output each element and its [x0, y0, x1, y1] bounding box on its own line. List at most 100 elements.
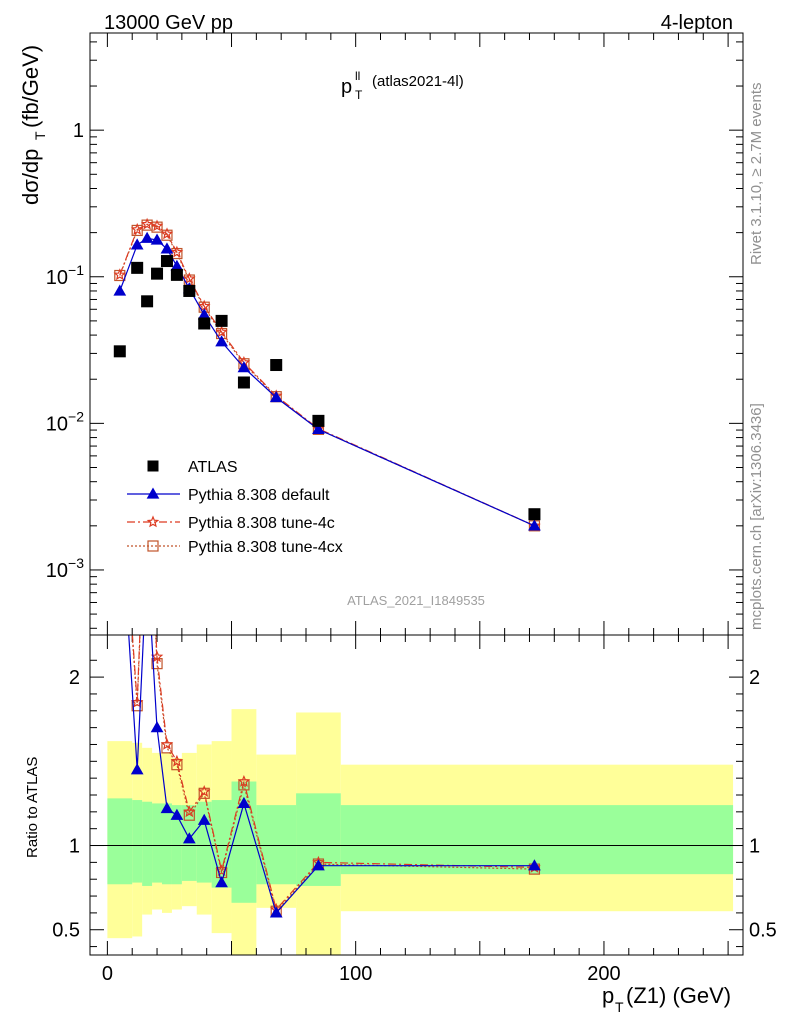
ratio-series-point: [215, 876, 228, 888]
legend-marker: [146, 487, 160, 499]
legend-marker: [147, 460, 159, 472]
ratio-series-point: [237, 796, 251, 809]
legend-label: ATLAS: [188, 459, 238, 476]
main-series-layer: [113, 217, 541, 532]
ratio-series-point: [150, 721, 164, 733]
main-y-tick-label: 10−1: [46, 262, 84, 289]
green-band-bin: [296, 793, 341, 886]
green-band-bin: [152, 803, 163, 883]
x-axis-label-main: p: [602, 983, 614, 1008]
mcplots-credit-text: mcplots.cern.ch [arXiv:1306.3436]: [748, 403, 765, 630]
atlas-data-point: [183, 284, 196, 297]
main-series-point: [237, 361, 251, 373]
atlas-data-point: [141, 295, 154, 308]
y-axis-label-ratio: Ratio to ATLAS: [24, 757, 41, 858]
y-axis-label-main-text: dσ/dp: [18, 149, 43, 205]
ratio-series-point: [160, 801, 174, 814]
ratio-y-tick-label: 0.5: [52, 920, 80, 942]
green-band-bin: [340, 805, 734, 875]
atlas-data-point: [160, 255, 173, 268]
ratio-series-point: [114, 486, 125, 496]
atlas-data-point: [151, 267, 164, 280]
ratio-series-point: [312, 859, 325, 871]
y-axis-label-main-sub: T: [32, 131, 48, 140]
atlas-data-point: [170, 268, 183, 281]
x-axis-label-sub: T: [615, 999, 624, 1015]
main-series-clip-group: [113, 217, 541, 532]
ratio-series-point: [528, 859, 541, 871]
x-axis-label-rest: (Z1) (GeV): [626, 983, 731, 1008]
ratio-series-point: [269, 906, 283, 918]
green-band-bin: [107, 798, 133, 885]
header-right: 4-lepton: [661, 12, 733, 34]
atlas-data-point: [198, 317, 211, 330]
legend-label: Pythia 8.308 tune-4cx: [188, 539, 343, 556]
plot-title-paren: (atlas2021-4l): [372, 73, 464, 90]
ratio-series-point: [183, 809, 195, 821]
main-series-line: [119, 237, 535, 527]
main-series-point: [183, 272, 196, 284]
main-series-point: [269, 391, 283, 403]
plot-title-sub: T: [355, 88, 363, 102]
main-series-point: [160, 227, 174, 240]
green-band-bin: [256, 805, 297, 885]
ratio-series-point: [198, 785, 211, 797]
ratio-y-tick-label: 1: [69, 836, 80, 858]
x-tick-label: 200: [587, 963, 620, 985]
ratio-y-tick-label: 2: [69, 667, 80, 689]
ratio-y-tick-label-right: 1: [749, 836, 760, 858]
main-series-point: [140, 217, 154, 230]
main-series-point: [150, 233, 164, 245]
ratio-series-point: [237, 774, 251, 787]
ratio-series-point: [130, 763, 144, 775]
atlas-data-point: [237, 376, 250, 389]
ratio-panel-frame: [89, 634, 744, 956]
ratio-series-point: [182, 832, 196, 844]
main-series-point: [130, 238, 144, 250]
main-y-tick-label: 10−2: [46, 408, 84, 435]
y-axis-label-main-unit: (fb/GeV): [18, 45, 43, 128]
ratio-panel: 0.5 0.5 1 1 2 2 0 100 200: [52, 453, 777, 985]
ratio-series-point: [150, 650, 164, 663]
main-panel: 10−3 10−2 10−1 1: [46, 32, 744, 636]
ratio-series-point: [115, 457, 125, 467]
ratio-series-layer: [114, 453, 541, 918]
ratio-y-tick-label-right: 0.5: [749, 920, 777, 942]
green-band-bin: [162, 803, 172, 885]
ratio-series-point: [170, 808, 184, 820]
x-axis-label: p T (Z1) (GeV): [602, 983, 731, 1015]
ratio-series-point: [115, 453, 125, 462]
main-series-point: [215, 335, 228, 347]
green-band-bin: [142, 801, 153, 886]
atlas-data-point: [312, 414, 325, 427]
main-series-point: [160, 242, 174, 254]
ratio-series-point: [142, 554, 153, 564]
legend-label: Pythia 8.308 default: [188, 487, 330, 504]
ratio-series-point: [171, 759, 183, 771]
ratio-y-tick-label-right: 2: [749, 667, 760, 689]
main-axis-ticks: 10−3 10−2 10−1 1: [46, 33, 743, 635]
ratio-series-point: [160, 737, 174, 750]
main-series-line: [119, 224, 535, 527]
ratio-series-point: [183, 805, 196, 818]
x-tick-label: 100: [339, 963, 372, 985]
ratio-uncertainty-bands: [90, 709, 743, 955]
main-series-point: [150, 219, 164, 232]
ratio-axis-ticks: 0.5 0.5 1 1 2 2 0 100 200: [52, 635, 777, 985]
atlas-data-point: [215, 314, 228, 327]
header-left: 13000 GeV pp: [104, 12, 233, 34]
x-tick-label: 0: [102, 963, 113, 985]
main-y-tick-label: 1: [73, 120, 84, 142]
main-series-point: [215, 325, 228, 338]
main-series-point: [113, 284, 127, 296]
ratio-series-point: [238, 779, 250, 791]
y-axis-label-main: dσ/dp T (fb/GeV): [18, 45, 48, 205]
atlas-data-point: [528, 508, 541, 521]
main-series-point: [528, 519, 541, 531]
analysis-watermark: ATLAS_2021_I1849535: [347, 593, 485, 608]
legend-marker: [146, 515, 160, 528]
plot-title-main: p: [341, 76, 352, 98]
main-series-point: [312, 422, 325, 434]
plot-title: p ll T (atlas2021-4l): [341, 69, 464, 102]
